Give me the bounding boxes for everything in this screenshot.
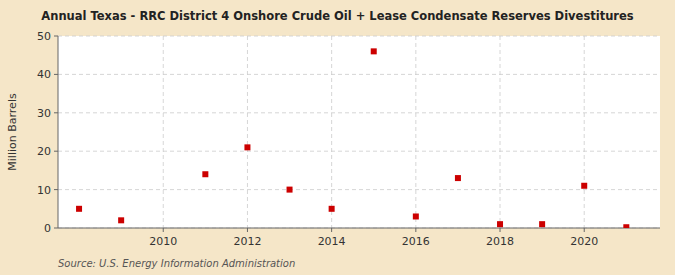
grid-line: [58, 228, 660, 229]
tick: [54, 36, 58, 37]
tick-label: 10: [37, 184, 51, 197]
point: [76, 206, 82, 212]
plot-area: [58, 36, 660, 228]
grid-line: [500, 36, 501, 228]
point: [287, 187, 293, 193]
tick-label: 2016: [402, 235, 430, 248]
tick-label: 40: [37, 68, 51, 81]
tick-label: 2010: [149, 235, 177, 248]
tick-label: 2020: [570, 235, 598, 248]
y-axis: [58, 36, 59, 228]
y-label: Million Barrels: [6, 93, 19, 171]
points: [76, 48, 629, 228]
tick: [54, 151, 58, 152]
tick: [54, 189, 58, 190]
tick-label: 50: [37, 30, 51, 43]
grid-line: [58, 74, 660, 75]
tick: [331, 228, 332, 232]
point: [581, 183, 587, 189]
grid-line: [58, 151, 660, 152]
tick: [54, 112, 58, 113]
tick: [500, 228, 501, 232]
point: [118, 217, 124, 223]
tick: [54, 74, 58, 75]
tick-label: 2014: [318, 235, 346, 248]
point: [497, 221, 503, 227]
tick-label: 20: [37, 145, 51, 158]
point: [371, 48, 377, 54]
point: [539, 221, 545, 227]
point: [329, 206, 335, 212]
point: [413, 213, 419, 219]
chart: 0 10 20 30 40 50 2010 2012 2014 2016 2018 2020 Annua…: [0, 0, 675, 275]
grid-line: [58, 189, 660, 190]
tick-label: 2012: [233, 235, 261, 248]
grid-line: [58, 112, 660, 113]
point: [623, 224, 629, 228]
point: [244, 144, 250, 150]
source: Source: U.S. Energy Information Administ…: [58, 258, 295, 269]
grid-line: [247, 36, 248, 228]
point: [202, 171, 208, 177]
grid-line: [331, 36, 332, 228]
tick-label: 2018: [486, 235, 514, 248]
grid-line: [163, 36, 164, 228]
title: Annual Texas - RRC District 4 Onshore Cr…: [41, 9, 634, 23]
tick: [584, 228, 585, 232]
tick: [247, 228, 248, 232]
grid-line: [58, 36, 660, 37]
grid-line: [584, 36, 585, 228]
tick: [54, 228, 58, 229]
tick-label: 0: [44, 222, 51, 235]
point: [455, 175, 461, 181]
grid-line: [415, 36, 416, 228]
tick: [415, 228, 416, 232]
tick-label: 30: [37, 107, 51, 120]
tick: [163, 228, 164, 232]
x-axis: [58, 228, 660, 229]
